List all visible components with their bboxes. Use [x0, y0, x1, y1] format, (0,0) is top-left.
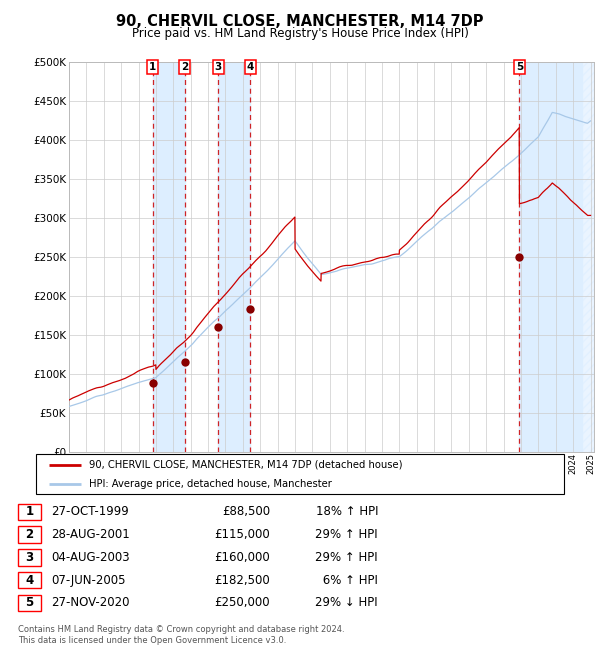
Text: £88,500: £88,500 — [222, 506, 270, 519]
Text: 29% ↑ HPI: 29% ↑ HPI — [316, 528, 378, 541]
Text: 29% ↑ HPI: 29% ↑ HPI — [316, 551, 378, 564]
Text: 28-AUG-2001: 28-AUG-2001 — [51, 528, 130, 541]
Bar — [153, 62, 185, 452]
Bar — [218, 62, 250, 452]
Text: 5: 5 — [25, 597, 34, 610]
Text: 27-NOV-2020: 27-NOV-2020 — [51, 597, 130, 610]
Text: Price paid vs. HM Land Registry's House Price Index (HPI): Price paid vs. HM Land Registry's House … — [131, 27, 469, 40]
Text: £250,000: £250,000 — [214, 597, 270, 610]
Text: 29% ↓ HPI: 29% ↓ HPI — [316, 597, 378, 610]
Text: 4: 4 — [25, 574, 34, 586]
Text: 1: 1 — [25, 506, 34, 519]
Text: 3: 3 — [25, 551, 34, 564]
Text: Contains HM Land Registry data © Crown copyright and database right 2024.
This d: Contains HM Land Registry data © Crown c… — [18, 625, 344, 645]
Text: £182,500: £182,500 — [214, 574, 270, 586]
Text: 07-JUN-2005: 07-JUN-2005 — [51, 574, 125, 586]
Text: £115,000: £115,000 — [214, 528, 270, 541]
Bar — [582, 62, 599, 452]
Text: £160,000: £160,000 — [214, 551, 270, 564]
Text: 2: 2 — [181, 62, 188, 72]
Text: 5: 5 — [516, 62, 523, 72]
Bar — [520, 62, 582, 452]
Text: 1: 1 — [149, 62, 157, 72]
Text: 27-OCT-1999: 27-OCT-1999 — [51, 506, 129, 519]
Text: 4: 4 — [247, 62, 254, 72]
Text: 90, CHERVIL CLOSE, MANCHESTER, M14 7DP (detached house): 90, CHERVIL CLOSE, MANCHESTER, M14 7DP (… — [89, 460, 403, 470]
Text: 6% ↑ HPI: 6% ↑ HPI — [319, 574, 378, 586]
Text: 04-AUG-2003: 04-AUG-2003 — [51, 551, 130, 564]
Text: 90, CHERVIL CLOSE, MANCHESTER, M14 7DP: 90, CHERVIL CLOSE, MANCHESTER, M14 7DP — [116, 14, 484, 29]
Text: 2: 2 — [25, 528, 34, 541]
Text: 18% ↑ HPI: 18% ↑ HPI — [316, 506, 378, 519]
Text: 3: 3 — [215, 62, 222, 72]
Text: HPI: Average price, detached house, Manchester: HPI: Average price, detached house, Manc… — [89, 479, 332, 489]
